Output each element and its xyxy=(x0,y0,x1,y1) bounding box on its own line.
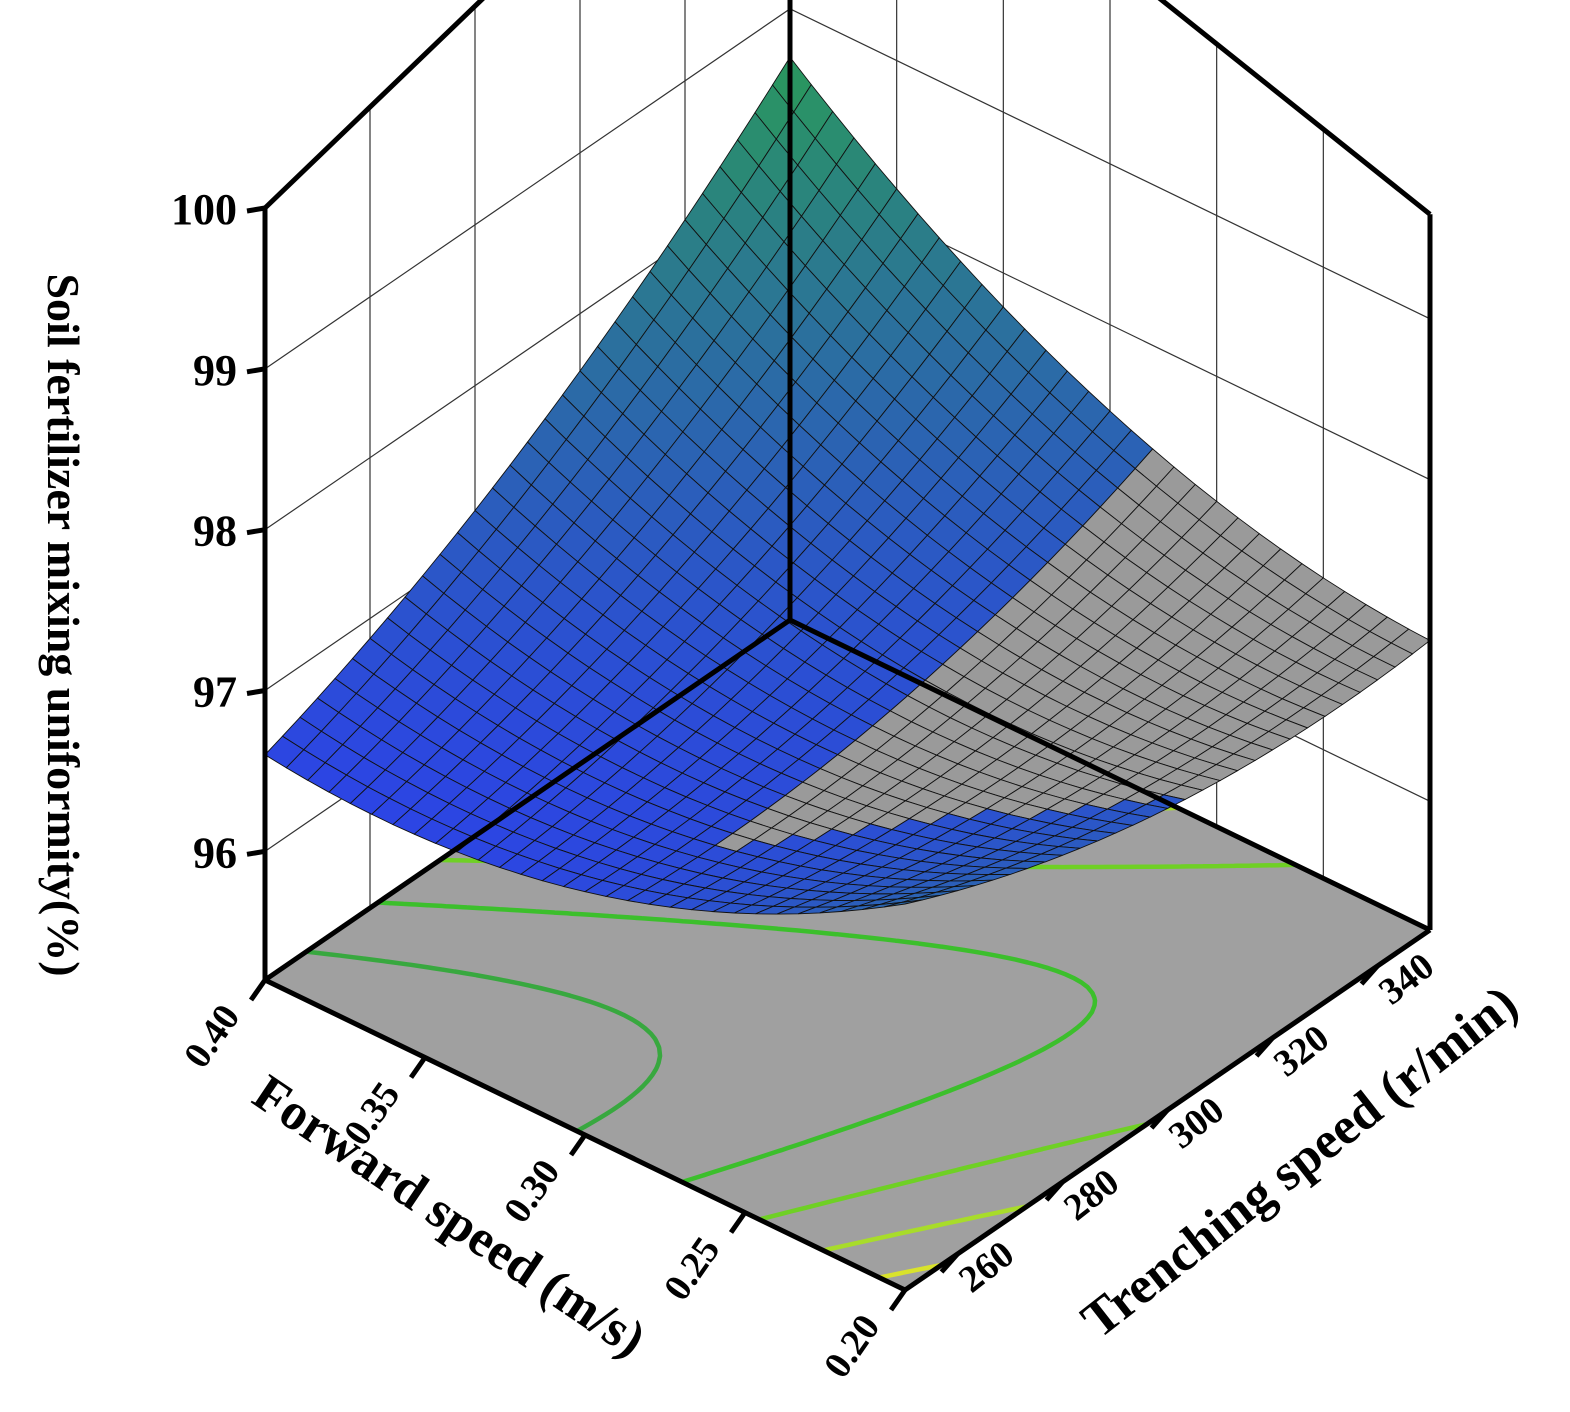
z-tick xyxy=(246,527,266,536)
contour-line xyxy=(304,949,663,1134)
x-tick xyxy=(248,978,268,1002)
z-tick-label: 97 xyxy=(193,668,237,717)
x-tick-label: 0.25 xyxy=(656,1230,729,1309)
top-edge-right xyxy=(1157,0,1432,217)
top-edge-left xyxy=(263,0,485,210)
y-tick xyxy=(939,1252,960,1274)
surface-cell xyxy=(883,899,923,908)
x-tick xyxy=(888,1288,908,1312)
z-tick-label: 100 xyxy=(171,185,237,234)
x-tick xyxy=(728,1211,748,1234)
z-tick-label: 96 xyxy=(193,828,237,877)
x-tick-label: 0.40 xyxy=(176,997,249,1076)
x-tick xyxy=(568,1133,588,1157)
x-tick-label: 0.20 xyxy=(816,1307,889,1386)
y-tick xyxy=(1044,1180,1065,1202)
z-tick xyxy=(246,688,266,696)
z-tick-label: 99 xyxy=(193,346,237,395)
contour-line xyxy=(375,900,1098,1185)
z-tick xyxy=(246,205,266,214)
y-tick xyxy=(1359,964,1380,986)
z-tick xyxy=(246,848,266,857)
response-surface xyxy=(264,56,1431,915)
x-tick-label: 0.30 xyxy=(496,1152,569,1231)
z-tick xyxy=(246,366,266,375)
axis-frame xyxy=(262,0,1433,1293)
floor-edge xyxy=(263,617,792,983)
y-tick xyxy=(1254,1036,1275,1058)
z-axis-title: Soil fertilizer mixing uniformity(%) xyxy=(38,273,89,976)
z-tick-label: 98 xyxy=(193,507,237,556)
floor-edge xyxy=(788,617,1432,933)
x-tick xyxy=(408,1056,428,1079)
y-tick xyxy=(1149,1108,1170,1130)
